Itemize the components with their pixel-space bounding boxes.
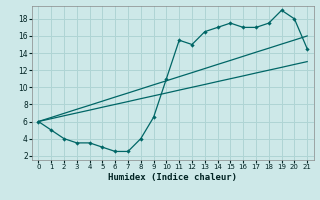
X-axis label: Humidex (Indice chaleur): Humidex (Indice chaleur)	[108, 173, 237, 182]
